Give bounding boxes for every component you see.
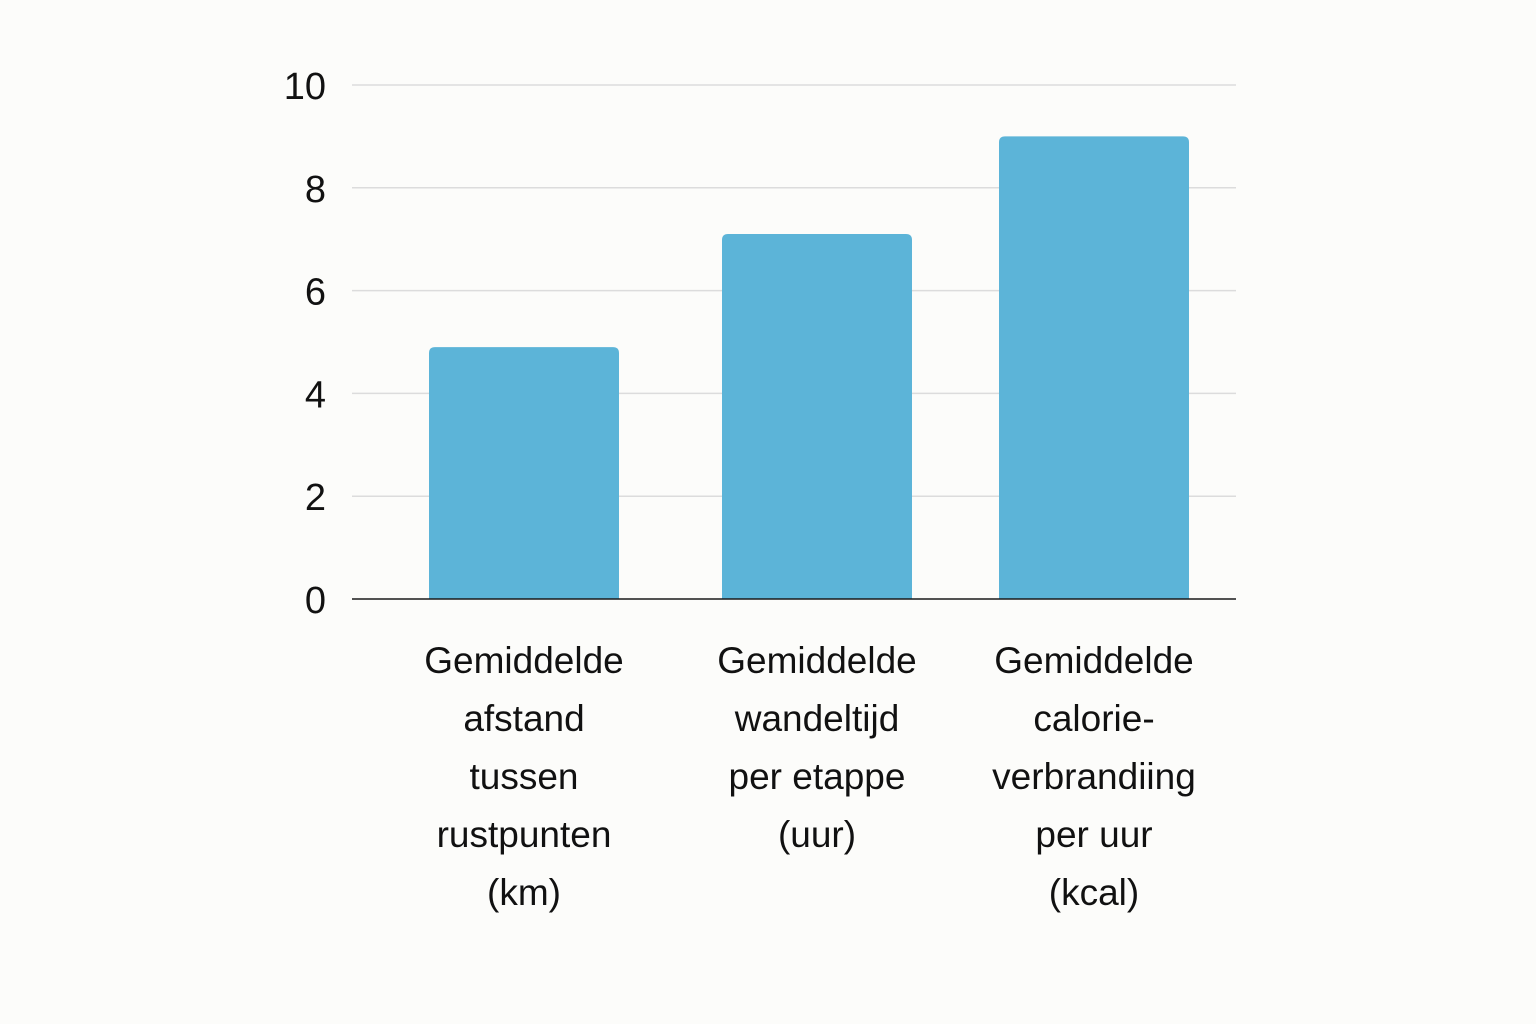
- x-category-label-3: Gemiddelde calorie-verbrandiing per uur (kc…: [992, 640, 1196, 913]
- x-category-label-line: per uur: [1035, 814, 1152, 855]
- bar-2: [722, 234, 912, 599]
- x-category-label-line: per etappe: [729, 756, 906, 797]
- x-category-label-line: Gemiddelde: [424, 640, 624, 681]
- x-category-label-line: verbrandiing: [992, 756, 1196, 797]
- x-category-label-2: Gemiddelde wandeltijd per etappe (uur): [717, 640, 917, 855]
- x-category-label-line: calorie-: [1033, 698, 1154, 739]
- x-category-label-line: Gemiddelde: [717, 640, 917, 681]
- x-category-label-line: rustpunten: [437, 814, 612, 855]
- y-tick-label: 8: [305, 169, 326, 211]
- y-tick-label: 10: [284, 66, 326, 108]
- x-category-label-line: wandeltijd: [734, 698, 900, 739]
- x-category-label-line: tussen: [469, 756, 578, 797]
- bar-1: [429, 347, 619, 599]
- y-axis-ticks: 0 2 4 6 8 10: [284, 66, 326, 622]
- x-category-label-line: (uur): [778, 814, 856, 855]
- x-category-label-line: Gemiddelde: [994, 640, 1194, 681]
- y-tick-label: 2: [305, 477, 326, 519]
- bar-3: [999, 136, 1189, 599]
- bars: [429, 136, 1189, 599]
- y-tick-label: 6: [305, 272, 326, 314]
- x-axis-labels: Gemiddelde afstand tussen rustpunten (km)Gem…: [424, 640, 1196, 913]
- x-category-label-line: (kcal): [1049, 872, 1139, 913]
- y-tick-label: 0: [305, 580, 326, 622]
- x-category-label-line: afstand: [463, 698, 584, 739]
- x-category-label-1: Gemiddelde afstand tussen rustpunten (km): [424, 640, 624, 913]
- x-category-label-line: (km): [487, 872, 561, 913]
- y-tick-label: 4: [305, 374, 326, 416]
